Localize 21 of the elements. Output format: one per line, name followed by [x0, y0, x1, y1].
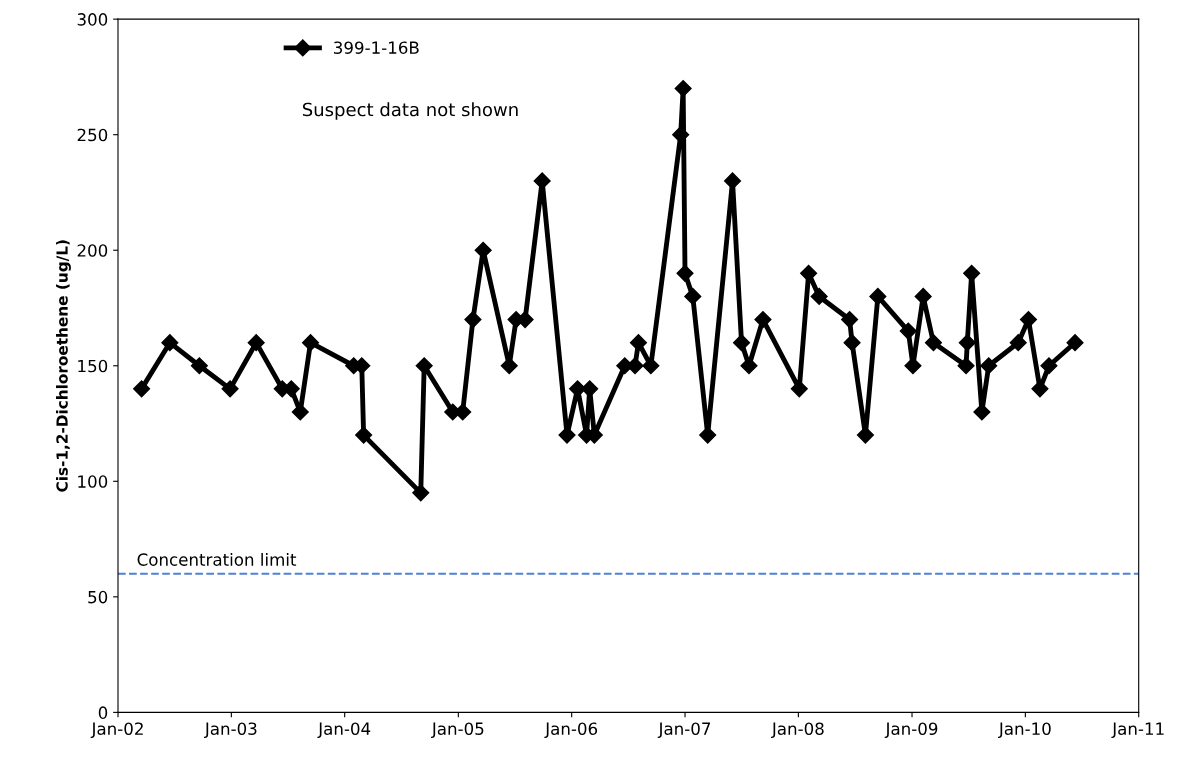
- ref-line-label: Concentration limit: [137, 552, 297, 566]
- x-tick-label: Jan-11: [1111, 722, 1164, 739]
- y-tick-label: 200: [77, 244, 108, 257]
- y-tick-label: 0: [98, 706, 108, 719]
- x-tick-label: Jan-02: [90, 722, 143, 739]
- x-tick-label: Jan-08: [771, 722, 824, 739]
- x-tick-label: Jan-04: [317, 722, 371, 739]
- x-tick-label: Jan-03: [204, 722, 257, 739]
- y-axis-title: Cis-1,2-Dichloroethene (ug/L): [56, 240, 71, 492]
- x-tick-label: Jan-05: [431, 722, 484, 739]
- y-tick-label: 300: [77, 13, 108, 26]
- y-tick-label: 150: [78, 359, 108, 373]
- y-tick-label: 250: [77, 128, 108, 142]
- y-tick-label: 50: [88, 590, 108, 604]
- x-tick-label: Jan-10: [998, 722, 1051, 739]
- x-tick-label: Jan-09: [884, 722, 938, 739]
- legend-label: 399-1-16B: [334, 41, 419, 54]
- annotation: Suspect data not shown: [302, 102, 518, 120]
- y-tick-label: 100: [78, 475, 108, 488]
- x-tick-label: Jan-07: [657, 722, 711, 739]
- x-tick-label: Jan-06: [544, 722, 598, 739]
